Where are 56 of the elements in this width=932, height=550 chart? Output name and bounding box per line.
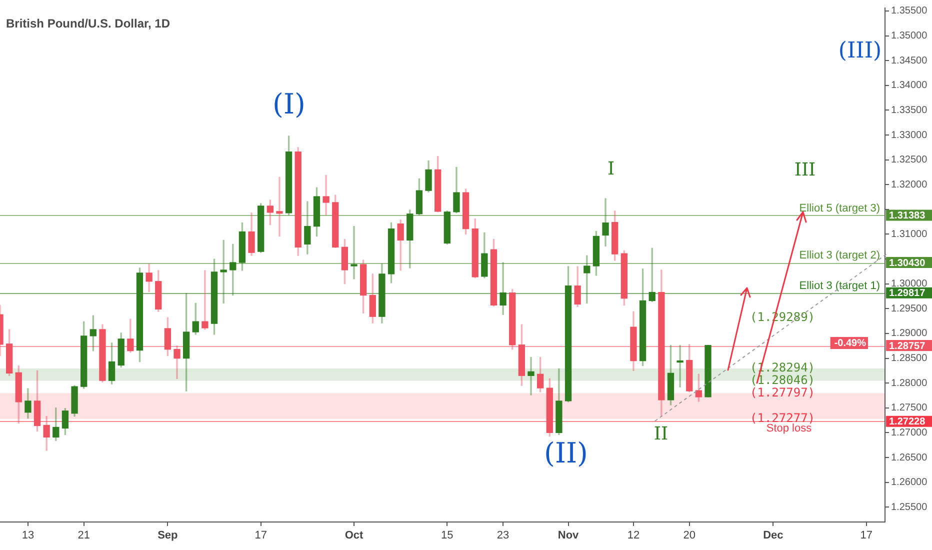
y-tick-label: 1.32000 bbox=[891, 179, 928, 190]
annotation: Elliot 5 (target 3) bbox=[799, 202, 880, 214]
y-tick-label: 1.34500 bbox=[891, 55, 928, 66]
candlestick bbox=[322, 174, 330, 216]
y-tick-label: 1.29500 bbox=[891, 303, 928, 314]
y-tick-label: 1.35000 bbox=[891, 30, 928, 42]
y-tick-label: 1.33000 bbox=[891, 130, 928, 141]
ref-line-label: 1.29817 bbox=[889, 288, 926, 300]
x-tick-label: 13 bbox=[22, 530, 34, 542]
x-tick-label: Nov bbox=[558, 530, 580, 542]
y-tick-label: 1.26000 bbox=[891, 477, 928, 488]
candlestick bbox=[350, 226, 358, 280]
y-tick-label: 1.34000 bbox=[891, 80, 928, 92]
ref-line-label: 1.28757 bbox=[889, 340, 926, 352]
y-tick-label: 1.33500 bbox=[891, 104, 928, 116]
annotation: Elliot 3 (target 2) bbox=[799, 250, 880, 262]
y-tick-label: 1.27000 bbox=[891, 427, 928, 438]
y-tick-label: 1.30000 bbox=[891, 278, 928, 290]
x-tick-label: 21 bbox=[78, 530, 90, 542]
candlestick bbox=[202, 270, 208, 330]
candlestick bbox=[220, 240, 227, 304]
y-tick-label: 1.27500 bbox=[891, 402, 928, 414]
x-tick-label: 17 bbox=[254, 530, 267, 542]
x-tick-label: 20 bbox=[683, 530, 696, 542]
annotation: (II) bbox=[544, 436, 588, 470]
text: British Pound/U.S. Dollar, 1D bbox=[6, 16, 170, 30]
annotation: II bbox=[654, 424, 668, 445]
y-tick-label: 1.26500 bbox=[891, 452, 928, 464]
y-tick-label: 1.28500 bbox=[891, 353, 928, 364]
annotation: I bbox=[607, 158, 615, 180]
annotation: (III) bbox=[838, 38, 882, 64]
y-tick-label: 1.25500 bbox=[891, 502, 928, 513]
y-tick-label: 1.35500 bbox=[891, 6, 928, 17]
x-tick-label: Oct bbox=[344, 530, 364, 542]
x-tick-label: 17 bbox=[860, 530, 872, 542]
y-tick-label: 1.32500 bbox=[891, 154, 928, 166]
x-tick-label: 12 bbox=[627, 530, 640, 542]
annotation: (1.27797) bbox=[750, 385, 816, 400]
y-tick-label: 1.28000 bbox=[891, 378, 928, 389]
x-tick-label: Dec bbox=[763, 530, 784, 542]
ref-line-label: 1.30430 bbox=[889, 258, 926, 269]
candlestick bbox=[500, 262, 506, 315]
x-tick-label: 15 bbox=[441, 530, 454, 542]
annotation: (I) bbox=[272, 87, 306, 120]
candlestick bbox=[276, 176, 283, 237]
annotation: III bbox=[794, 160, 816, 181]
annotation: -0.49% bbox=[834, 338, 866, 349]
candlestick bbox=[528, 356, 534, 396]
y-tick-label: 1.29000 bbox=[891, 328, 928, 340]
ref-line-label: 1.31383 bbox=[889, 210, 926, 222]
x-tick-label: 23 bbox=[496, 530, 510, 542]
ref-line-label: 1.27228 bbox=[889, 416, 926, 428]
x-tick-label: Sep bbox=[158, 530, 178, 542]
candlestick bbox=[676, 345, 684, 388]
annotation: Elliot 3 (target 1) bbox=[799, 280, 880, 292]
y-tick-label: 1.31000 bbox=[891, 228, 928, 240]
